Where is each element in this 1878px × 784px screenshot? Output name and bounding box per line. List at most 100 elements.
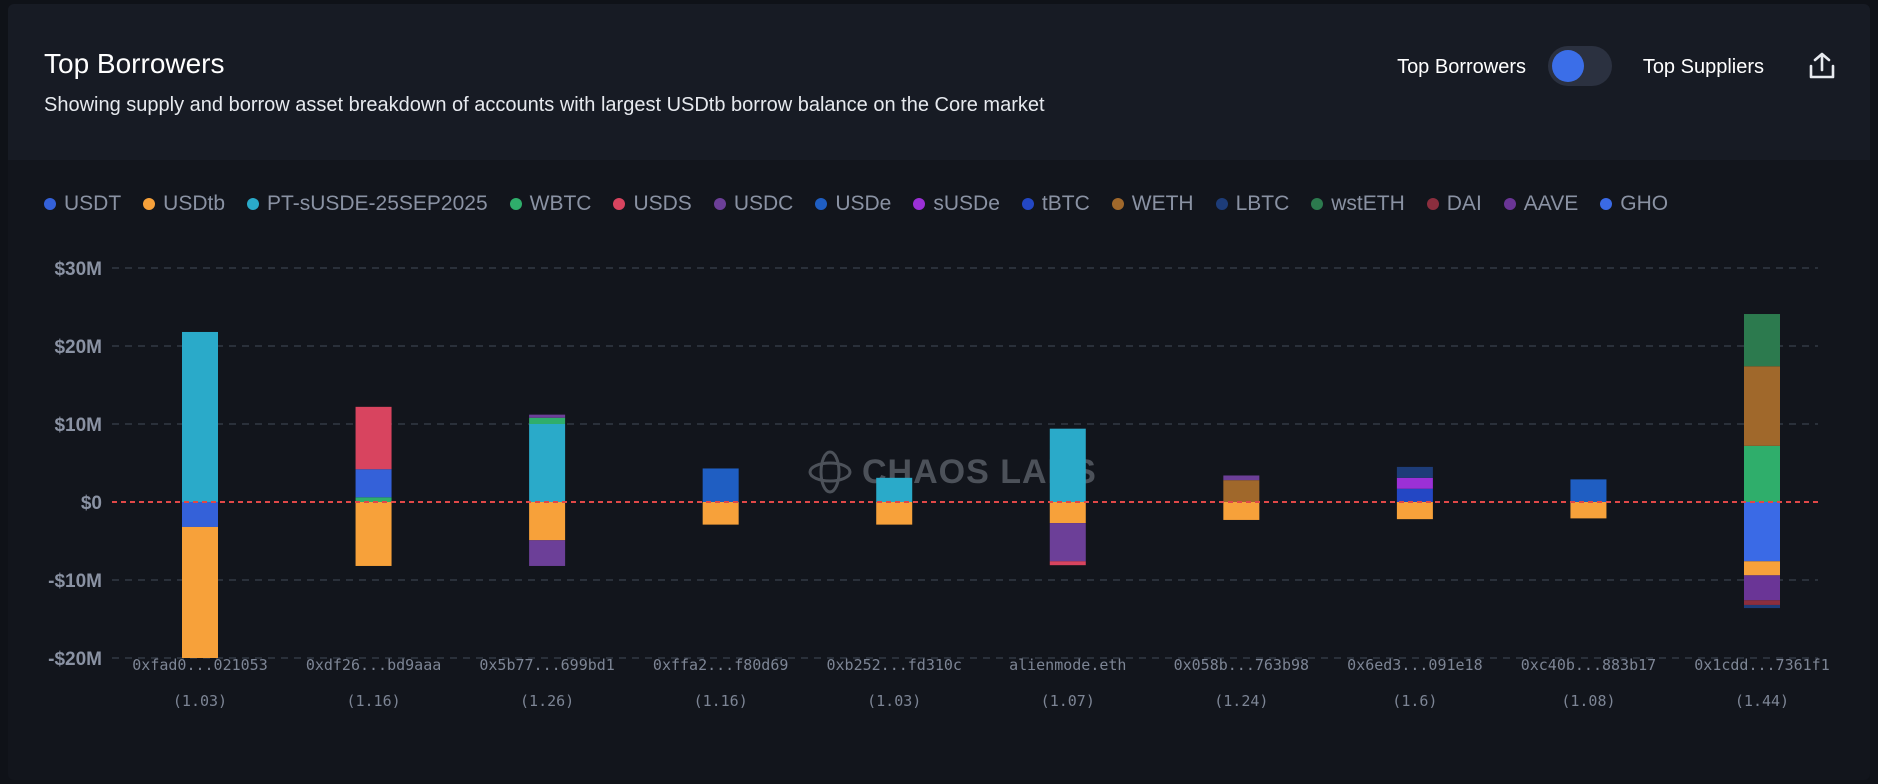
- legend-item-gho[interactable]: GHO: [1600, 192, 1668, 216]
- bar-segment-supply: [1744, 314, 1780, 367]
- bar-segment-borrow: [1744, 502, 1780, 562]
- bar-segment-borrow: [529, 540, 566, 566]
- legend-dot: [44, 198, 56, 210]
- toggle-label-top-suppliers[interactable]: Top Suppliers: [1642, 56, 1764, 78]
- y-tick-label: $10M: [54, 415, 102, 436]
- legend-dot: [1503, 198, 1516, 210]
- x-tick-label: 0x1cdd...7361f1: [1694, 656, 1829, 674]
- bar-segment-supply: [1744, 366, 1780, 446]
- legend-label: PT-sUSDE-25SEP2025: [267, 192, 488, 215]
- legend-dot: [509, 198, 522, 210]
- legend-item-usdc[interactable]: USDC: [713, 192, 794, 216]
- chart-legend: USDT USDtb PT-sUSDE-25SEP2025 WBTC USDS USDC U…: [44, 192, 1690, 216]
- legend-item-wsteth[interactable]: wstETH: [1311, 192, 1405, 216]
- x-tick-label: 0x6ed3...091e18: [1347, 656, 1482, 674]
- legend-dot: [1215, 198, 1228, 210]
- legend-dot: [143, 198, 156, 210]
- bar-segment-supply: [1049, 428, 1086, 502]
- legend-dot: [1311, 198, 1324, 210]
- bar-segment-borrow: [1049, 502, 1086, 524]
- legend-label: DAI: [1446, 192, 1482, 215]
- legend-item-susde[interactable]: sUSDe: [913, 192, 1000, 216]
- legend-label: USDe: [835, 192, 892, 215]
- bar-segment-supply: [355, 497, 392, 502]
- bar-segment-supply: [355, 469, 392, 498]
- share-upload-icon[interactable]: [1806, 50, 1838, 82]
- bar-segment-supply: [1570, 479, 1607, 502]
- bar-segment-borrow: [1049, 561, 1086, 566]
- legend-label: tBTC: [1041, 192, 1090, 215]
- bar-segment-supply: [702, 468, 739, 502]
- legend-label: USDT: [64, 192, 122, 215]
- bar-segment-supply: [1396, 477, 1433, 489]
- bar-segment-borrow: [355, 502, 392, 566]
- x-tick-sublabel: (1.26): [520, 692, 574, 710]
- legend-dot: [1021, 198, 1034, 210]
- legend-item-weth[interactable]: WETH: [1111, 192, 1194, 216]
- chaos-labs-logo-icon: [808, 450, 852, 494]
- y-tick-label: -$10M: [48, 571, 102, 592]
- x-tick-label: 0x5b77...699bd1: [479, 656, 614, 674]
- legend-item-tbtc[interactable]: tBTC: [1021, 192, 1090, 216]
- borrowers-suppliers-switch[interactable]: [1548, 46, 1612, 86]
- legend-dot: [1426, 198, 1439, 210]
- bar-segment-supply: [1396, 466, 1433, 478]
- y-tick-label: $0: [81, 493, 102, 514]
- legend-item-wbtc[interactable]: WBTC: [509, 192, 592, 216]
- bar-segment-borrow: [182, 502, 218, 527]
- x-tick-label: 0xb252...fd310c: [826, 656, 961, 674]
- y-tick-label: -$20M: [48, 649, 102, 670]
- legend-item-dai[interactable]: DAI: [1426, 192, 1482, 216]
- bar-segment-supply: [529, 424, 566, 502]
- legend-dot: [247, 198, 260, 210]
- x-tick-label: 0xc40b...883b17: [1521, 656, 1656, 674]
- legend-item-usdtb[interactable]: USDtb: [143, 192, 225, 216]
- bar-segment-supply: [355, 406, 392, 470]
- bar-segment-borrow: [1744, 600, 1780, 605]
- x-tick-sublabel: (1.24): [1214, 692, 1268, 710]
- bar-segment-borrow: [1223, 502, 1260, 520]
- y-tick-label: $20M: [54, 337, 102, 358]
- legend-dot: [713, 198, 726, 210]
- legend-item-usdt[interactable]: USDT: [44, 192, 121, 216]
- toggle-label-top-borrowers[interactable]: Top Borrowers: [1397, 56, 1526, 78]
- bar-segment-supply: [876, 477, 913, 502]
- x-tick-sublabel: (1.03): [173, 692, 227, 710]
- bar-segment-supply: [529, 414, 566, 418]
- y-tick-label: $30M: [54, 259, 102, 280]
- legend-item-aave[interactable]: AAVE: [1503, 192, 1578, 216]
- bar-segment-supply: [1396, 488, 1433, 502]
- bar-segment-borrow: [1049, 523, 1086, 562]
- bar-segment-borrow: [702, 502, 739, 525]
- bar-segment-supply: [529, 417, 566, 424]
- page-subtitle: Showing supply and borrow asset breakdow…: [44, 94, 1045, 116]
- legend-dot: [1600, 198, 1613, 210]
- legend-label: sUSDe: [933, 192, 1000, 215]
- legend-item-lbtc[interactable]: LBTC: [1215, 192, 1290, 216]
- x-tick-sublabel: (1.03): [867, 692, 921, 710]
- bar-segment-supply: [1223, 480, 1260, 502]
- legend-item-usde[interactable]: USDe: [815, 192, 891, 216]
- legend-label: USDC: [733, 192, 794, 215]
- bar-segment-borrow: [1744, 561, 1780, 576]
- legend-label: USDtb: [163, 192, 226, 215]
- x-tick-label: alienmode.eth: [1009, 656, 1126, 674]
- legend-dot: [1111, 198, 1124, 210]
- legend-item-usds[interactable]: USDS: [613, 192, 692, 216]
- legend-item-pt-susde-25sep2025[interactable]: PT-sUSDE-25SEP2025: [247, 192, 488, 216]
- bar-segment-borrow: [1744, 575, 1780, 601]
- bar-segment-borrow: [1744, 604, 1780, 609]
- legend-dot: [613, 198, 626, 210]
- legend-label: GHO: [1620, 192, 1669, 215]
- bar-segment-supply: [1744, 445, 1780, 502]
- x-tick-sublabel: (1.16): [694, 692, 748, 710]
- bar-segment-borrow: [182, 526, 218, 658]
- legend-label: LBTC: [1235, 192, 1290, 215]
- x-tick-label: 0xffa2...f80d69: [653, 656, 788, 674]
- x-tick-sublabel: (1.08): [1561, 692, 1615, 710]
- bar-segment-borrow: [1396, 502, 1433, 520]
- bar-segment-borrow: [1570, 502, 1607, 519]
- legend-label: WETH: [1131, 192, 1194, 215]
- legend-label: WBTC: [529, 192, 592, 215]
